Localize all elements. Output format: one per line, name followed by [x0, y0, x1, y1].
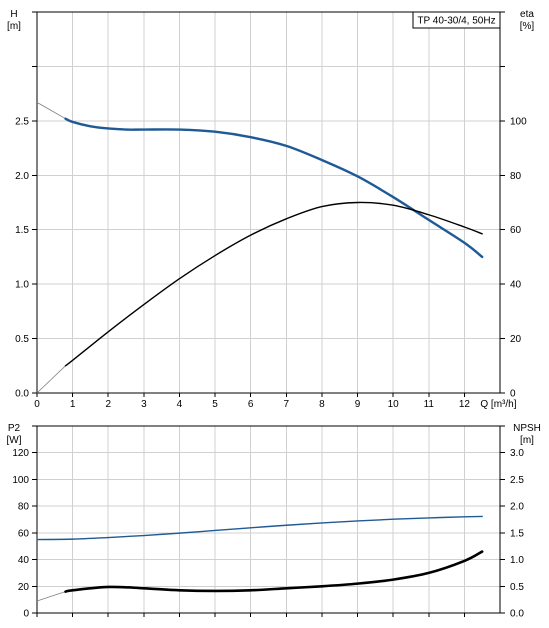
upper-right-axis-unit: [%] — [520, 21, 535, 32]
upper-left-tick-label: 2.0 — [15, 171, 29, 182]
upper-right-tick-label: 80 — [510, 171, 522, 182]
lower-left-tick-label: 0 — [23, 609, 29, 620]
upper-x-axis-title: Q [m³/h] — [480, 399, 516, 410]
lower-left-tick-label: 40 — [18, 555, 30, 566]
upper-x-tick-label: 5 — [212, 399, 218, 410]
lower-right-tick-label: 3.0 — [510, 448, 524, 459]
upper-x-tick-label: 12 — [459, 399, 471, 410]
efficiency-curve — [36, 201, 483, 394]
lower-plot-panel: 0 20 40 60 80 100 120 0.0 0.5 1.0 1.5 2.0 2.5 3.0 P2[W… — [7, 423, 541, 620]
lower-right-tick-label: 1.5 — [510, 528, 524, 539]
npsh-curve-line — [64, 550, 484, 593]
upper-x-tick-label: 2 — [105, 399, 111, 410]
lower-right-axis-unit: [m] — [520, 435, 534, 446]
upper-x-tick-label: 3 — [141, 399, 147, 410]
upper-right-axis-title: eta — [520, 9, 534, 20]
lower-right-tick-label: 0.5 — [510, 582, 524, 593]
upper-x-tick-label: 0 — [34, 399, 40, 410]
npsh-curve-extrapolated — [36, 591, 66, 602]
lower-left-tick-label: 120 — [12, 448, 29, 459]
efficiency-curve-extrapolated — [36, 365, 66, 394]
upper-left-axis-unit: [m] — [7, 21, 21, 32]
upper-left-tick-label: 1.0 — [15, 280, 29, 291]
legend-box — [412, 11, 501, 29]
lower-left-axis-unit: [W] — [7, 435, 22, 446]
upper-right-tick-label: 100 — [510, 116, 527, 127]
upper-left-tick-label: 0.0 — [15, 389, 29, 400]
lower-plot-frame — [36, 425, 501, 614]
upper-x-tick-label: 10 — [388, 399, 400, 410]
power-p2-curve-line — [36, 515, 483, 541]
upper-x-tick-label: 4 — [177, 399, 183, 410]
lower-right-axis-title: NPSH — [513, 423, 541, 434]
upper-right-tick-label: 40 — [510, 280, 522, 291]
lower-left-tick-label: 80 — [18, 502, 30, 513]
lower-right-tick-label: 2.5 — [510, 475, 524, 486]
upper-x-tick-label: 6 — [248, 399, 254, 410]
efficiency-curve-line — [64, 201, 483, 367]
lower-right-tick-label: 1.0 — [510, 555, 524, 566]
upper-x-tick-label: 11 — [424, 399, 435, 410]
head-curve-extrapolated — [36, 102, 66, 120]
lower-left-tick-label: 20 — [18, 582, 30, 593]
upper-right-tick-label: 0 — [510, 389, 516, 400]
upper-left-tick-label: 0.5 — [15, 334, 29, 345]
head-curve-line — [64, 117, 484, 259]
head-curve — [36, 102, 484, 259]
upper-right-tick-label: 20 — [510, 334, 522, 345]
lower-left-axis-title: P2 — [8, 423, 21, 434]
upper-left-tick-label: 2.5 — [15, 116, 29, 127]
upper-left-axis-title: H — [10, 9, 17, 20]
upper-right-tick-label: 60 — [510, 225, 522, 236]
upper-x-tick-label: 7 — [284, 399, 290, 410]
lower-right-tick-label: 0.0 — [510, 609, 524, 620]
upper-plot-frame — [36, 11, 501, 394]
legend-label: TP 40-30/4, 50Hz — [417, 16, 495, 27]
upper-x-tick-label: 8 — [319, 399, 325, 410]
npsh-curve — [36, 550, 484, 602]
upper-plot-panel: 0 1 2 3 4 5 6 7 8 9 10 11 120.00.51.01.52.02.5020406… — [7, 9, 534, 410]
lower-right-tick-label: 2.0 — [510, 502, 524, 513]
power-p2-curve — [36, 515, 483, 541]
upper-left-tick-label: 1.5 — [15, 225, 29, 236]
upper-x-tick-label: 1 — [70, 399, 76, 410]
lower-left-tick-label: 100 — [12, 475, 29, 486]
lower-left-tick-label: 60 — [18, 528, 30, 539]
upper-x-tick-label: 9 — [355, 399, 361, 410]
